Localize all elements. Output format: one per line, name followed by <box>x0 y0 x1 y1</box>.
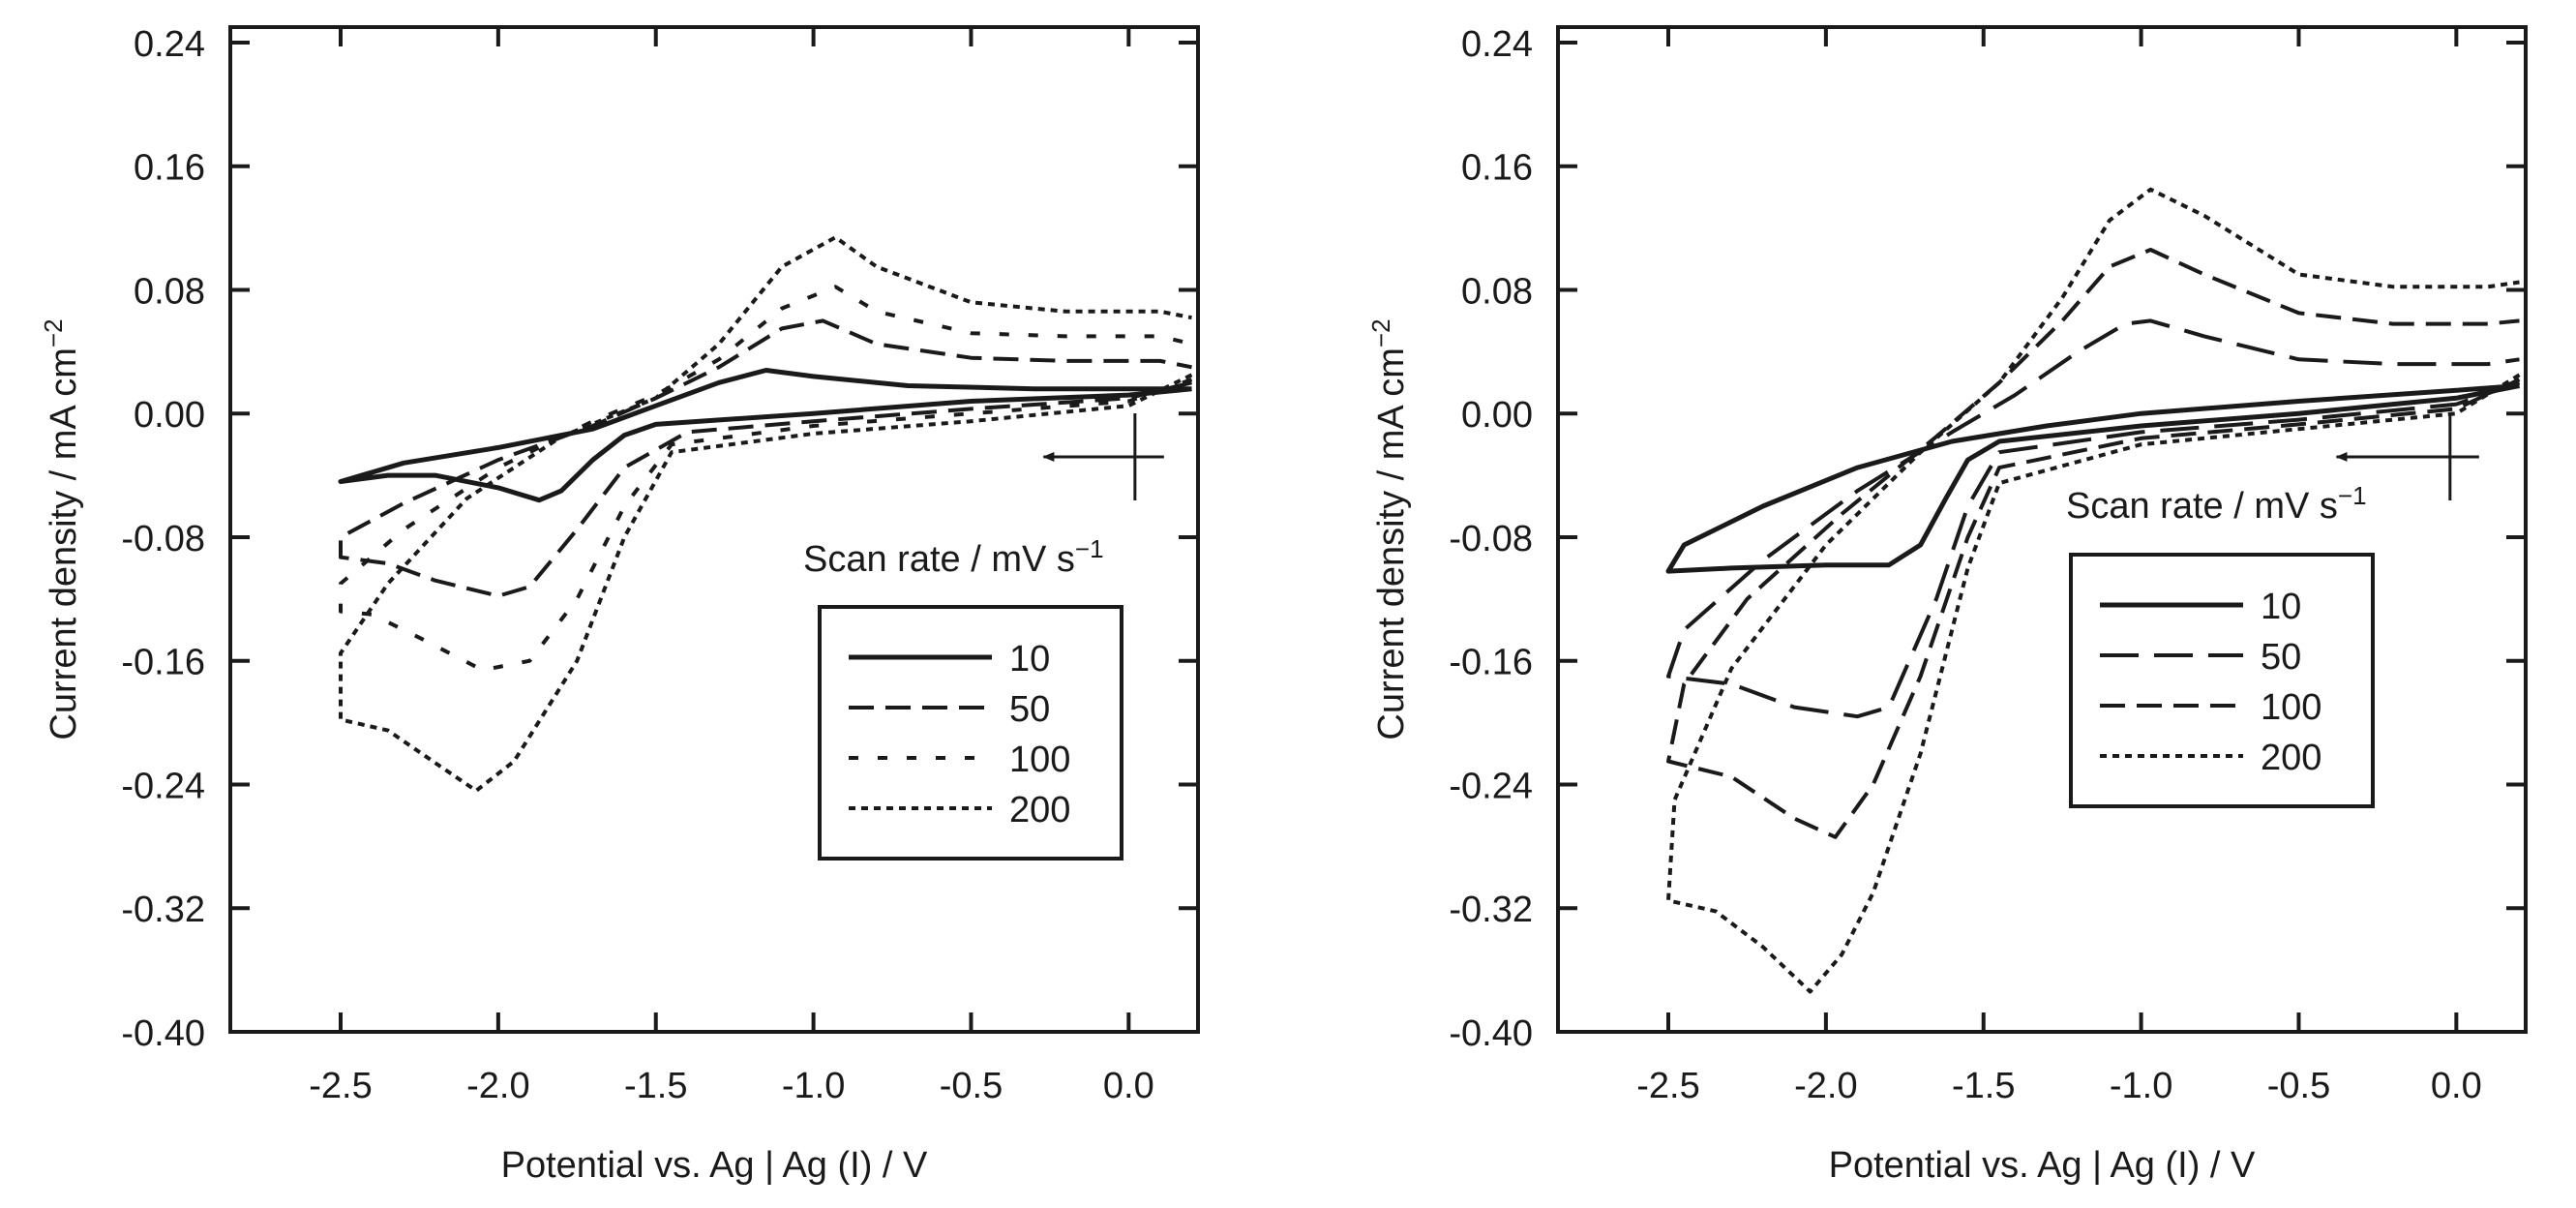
legend-label: 10 <box>1009 639 1050 680</box>
plot-frame <box>228 25 1200 1034</box>
y-tick-label: -0.40 <box>1449 1013 1533 1054</box>
series-line-50 <box>1666 318 2521 719</box>
scan-rate-annotation-superscript: −1 <box>1075 534 1104 563</box>
x-tick-label: 0.0 <box>1103 1066 1154 1106</box>
y-axis-label: Current density / mA cm−2 <box>1366 318 1412 740</box>
series-line-200 <box>339 235 1193 793</box>
legend-label: 200 <box>1009 790 1070 830</box>
x-tick-label: -2.0 <box>1794 1066 1857 1106</box>
x-tick-label: -0.5 <box>940 1066 1003 1106</box>
series-line-200 <box>1666 187 2521 994</box>
series-line-10 <box>1665 383 2520 574</box>
x-tick-label: -1.0 <box>782 1066 845 1106</box>
y-tick-label: 0.00 <box>134 395 205 436</box>
y-axis-label-superscript: −2 <box>1366 318 1395 347</box>
x-tick-label: -2.0 <box>466 1066 529 1106</box>
y-tick-label: -0.08 <box>121 519 205 559</box>
legend-label: 200 <box>2261 738 2321 778</box>
y-axis-label: Current density / mA cm−2 <box>39 318 84 740</box>
scan-rate-annotation-superscript: −1 <box>2338 481 2367 510</box>
plot-frame <box>1556 25 2528 1034</box>
y-tick-label: 0.00 <box>1461 395 1533 436</box>
y-axis-label-main: Current density / mA cm <box>1371 347 1412 740</box>
y-tick-label: 0.16 <box>1461 148 1533 189</box>
x-axis-label: Potential vs. Ag | Ag (I) / V <box>1829 1145 2256 1186</box>
y-tick-label: -0.16 <box>121 643 205 683</box>
y-tick-label: -0.24 <box>1449 766 1533 806</box>
legend-label: 50 <box>1009 689 1050 730</box>
y-tick-label: -0.16 <box>1449 643 1533 683</box>
chart-right: 0.24 0.16 0.08 0.00 -0.08 -0.16 -0.24 -0.32 -0.4… <box>1366 24 2528 1186</box>
x-tick-label: -1.5 <box>1952 1066 2015 1106</box>
x-tick-label: -2.5 <box>1636 1066 1699 1106</box>
y-tick-label: 0.24 <box>1461 24 1533 65</box>
legend-box <box>818 605 1123 861</box>
y-tick-label: 0.08 <box>134 271 205 312</box>
scan-rate-annotation-main: Scan rate / mV s <box>2066 486 2338 527</box>
scan-rate-annotation-main: Scan rate / mV s <box>803 539 1075 580</box>
legend-label: 100 <box>2261 687 2321 728</box>
x-tick-label: -1.0 <box>2110 1066 2172 1106</box>
scan-rate-annotation: Scan rate / mV s−1 <box>2066 481 2367 527</box>
y-tick-label: -0.32 <box>121 890 205 930</box>
series-line-100 <box>339 285 1193 673</box>
series-line-100 <box>1666 248 2521 839</box>
legend-label: 10 <box>2261 587 2301 627</box>
legend-box <box>2069 553 2375 808</box>
x-tick-label: -1.5 <box>624 1066 687 1106</box>
x-tick-label: -2.5 <box>309 1066 372 1106</box>
series-line-10 <box>338 368 1192 503</box>
scan-rate-annotation: Scan rate / mV s−1 <box>803 534 1104 580</box>
legend-label: 100 <box>1009 740 1070 780</box>
y-tick-label: -0.40 <box>121 1013 205 1054</box>
y-axis-label-superscript: −2 <box>39 318 68 347</box>
y-tick-label: -0.08 <box>1449 519 1533 559</box>
y-tick-label: 0.24 <box>134 24 205 65</box>
chart-left: 0.24 0.16 0.08 0.00 -0.08 -0.16 -0.24 -0.32 -0.4… <box>39 24 1200 1186</box>
legend-label: 50 <box>2261 637 2301 678</box>
y-tick-label: -0.24 <box>121 766 205 806</box>
y-tick-label: 0.16 <box>134 148 205 189</box>
x-tick-label: 0.0 <box>2431 1066 2482 1106</box>
y-axis-label-main: Current density / mA cm <box>44 347 84 740</box>
x-tick-label: -0.5 <box>2267 1066 2330 1106</box>
x-axis-label: Potential vs. Ag | Ag (I) / V <box>501 1145 928 1186</box>
y-tick-label: 0.08 <box>1461 271 1533 312</box>
y-tick-label: -0.32 <box>1449 890 1533 930</box>
